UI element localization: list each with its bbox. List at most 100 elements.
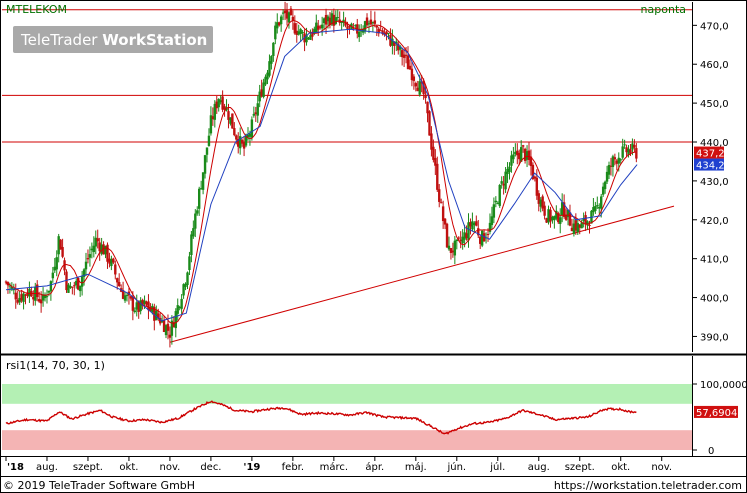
candle-body [315, 22, 318, 32]
candle-body [539, 199, 542, 207]
candle-body [523, 148, 527, 161]
candle-body [438, 189, 441, 202]
period-label: naponta [641, 3, 686, 16]
rsi-label: rsi1(14, 70, 30, 1) [6, 359, 105, 372]
candle-body [188, 256, 191, 271]
date-tick-label: aug. [528, 462, 550, 473]
rsi-axis-ticks: 100,0000 0 [692, 380, 747, 457]
candle-body [342, 19, 345, 23]
candle-body [112, 258, 115, 263]
candle-body [322, 18, 326, 24]
candle-body [10, 286, 14, 289]
candle-body [467, 222, 470, 241]
candle-body [287, 12, 291, 23]
candle-body [346, 26, 349, 29]
candle-body [600, 196, 603, 209]
candle-body [157, 313, 160, 319]
candle-body [219, 100, 222, 103]
candle-body [244, 135, 248, 146]
candle-body [117, 281, 121, 287]
candle-body [406, 55, 410, 70]
candle-body [482, 233, 486, 242]
candle-body [291, 16, 295, 21]
candle-body [285, 10, 289, 19]
candle-body [500, 181, 503, 184]
candle-body [545, 218, 548, 223]
candle-body [32, 296, 35, 300]
candle-body [469, 222, 472, 227]
candle-body [268, 61, 271, 76]
candle-body [397, 43, 400, 51]
candle-body [22, 293, 25, 302]
candle-body [418, 81, 421, 95]
candle-body [186, 272, 189, 286]
candle-body [26, 292, 29, 296]
candle-body [92, 245, 96, 253]
candle-body [465, 233, 468, 239]
candle-body [559, 217, 562, 224]
candle-body [86, 258, 90, 260]
date-tick-label: ápr. [365, 461, 384, 473]
candle-body [137, 301, 140, 312]
candle-body [199, 188, 203, 190]
candle-body [18, 297, 21, 303]
date-tick-label: aug. [36, 462, 58, 473]
candle-body [73, 285, 76, 287]
candle-body [108, 258, 111, 264]
candle-body [385, 31, 388, 35]
candle-body [334, 17, 338, 24]
candle-body [237, 139, 240, 147]
candle-body [580, 222, 583, 229]
candle-body [80, 276, 84, 287]
candle-body [231, 113, 234, 129]
candle-body [457, 237, 460, 239]
candle-body [471, 221, 474, 230]
candle-body [176, 305, 179, 314]
candle-body [359, 30, 363, 32]
date-tick-label: szept. [565, 462, 595, 473]
rsi-oversold-band [2, 430, 692, 450]
date-tick-label: dec. [200, 462, 221, 473]
candle-body [254, 112, 257, 115]
candle-body [609, 165, 613, 167]
candle-body [381, 30, 384, 35]
candle-body [227, 111, 230, 120]
candle-body [180, 298, 183, 309]
candle-body [102, 244, 105, 255]
price-tick-label: 460,0 [700, 60, 729, 71]
candle-body [449, 248, 453, 253]
copyright-text: © 2019 TeleTrader Software GmbH [3, 479, 195, 492]
candle-body [61, 246, 64, 257]
candle-body [53, 266, 56, 271]
candle-body [318, 26, 322, 28]
candle-body [297, 31, 300, 35]
candle-body [596, 205, 599, 207]
candle-body [289, 8, 293, 16]
candle-body [377, 28, 380, 34]
ma-short-line [5, 19, 637, 325]
candle-body [184, 283, 187, 287]
candle-body [262, 82, 265, 97]
candle-body [252, 113, 256, 116]
candle-body [162, 320, 166, 332]
candle-body [317, 25, 320, 30]
candle-body [619, 159, 622, 161]
candle-body [143, 300, 146, 304]
candle-body [363, 21, 367, 32]
candle-body [533, 176, 537, 179]
candle-body [75, 280, 78, 286]
rsi-tick-label: 100,0000 [700, 380, 747, 391]
candle-body [379, 30, 382, 32]
candle-body [182, 284, 185, 296]
candle-body [69, 285, 72, 288]
candle-body [560, 202, 564, 216]
candle-body [525, 151, 529, 160]
price-tick-label: 430,0 [700, 177, 729, 188]
candle-body [557, 213, 560, 223]
candle-body [428, 111, 431, 136]
candle-body [100, 244, 103, 254]
candle-body [529, 156, 533, 166]
candle-body [209, 115, 213, 134]
source-url[interactable]: https://workstation.teletrader.com [554, 479, 742, 492]
watermark-light: TeleTrader [20, 31, 102, 49]
